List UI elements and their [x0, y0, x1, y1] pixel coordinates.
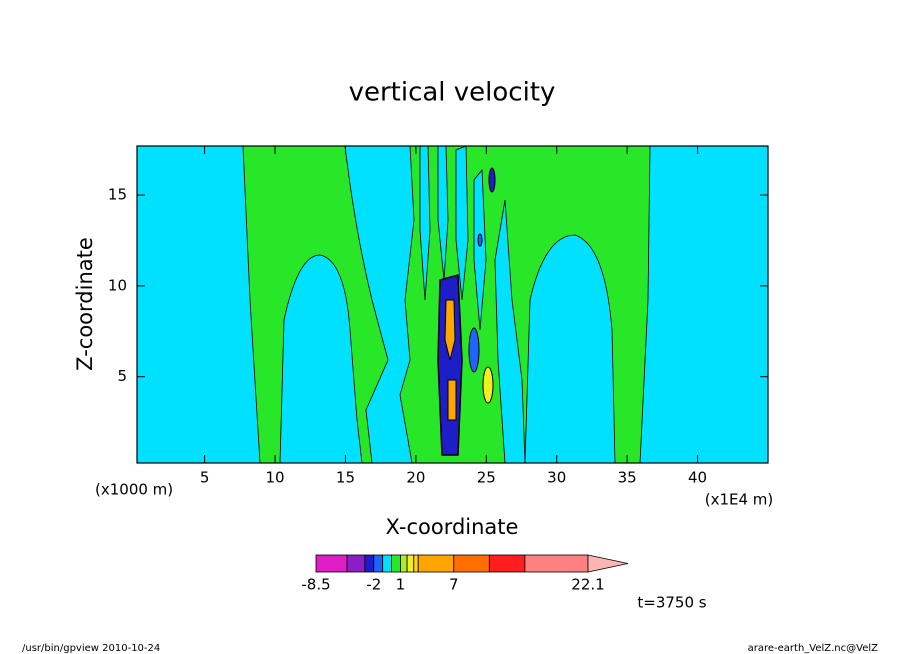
- field-region: [482, 366, 494, 404]
- time-label: t=3750 s: [637, 594, 706, 612]
- field-region: [344, 145, 415, 464]
- colorbar-segment: [417, 554, 455, 573]
- field-region: [488, 167, 496, 193]
- colorbar-tick-label: -8.5: [301, 576, 330, 594]
- x-tick-label: 15: [336, 469, 355, 487]
- contour-field: [136, 145, 769, 464]
- colorbar-tick-label: 7: [449, 576, 459, 594]
- field-region: [444, 299, 456, 361]
- chart-title: vertical velocity: [349, 78, 556, 108]
- colorbar-segment: [524, 554, 589, 573]
- colorbar-segment: [382, 554, 392, 573]
- colorbar-segment: [391, 554, 401, 573]
- field-region: [455, 145, 469, 301]
- colorbar-tick-label: -2: [366, 576, 381, 594]
- colorbar-segment: [373, 554, 384, 573]
- colorbar-segment: [364, 554, 375, 573]
- colorbar-segment: [400, 554, 408, 573]
- field-region: [494, 199, 526, 464]
- y-tick-label: 10: [108, 276, 127, 294]
- x-axis-title: X-coordinate: [386, 515, 519, 539]
- x-tick-label: 30: [547, 469, 566, 487]
- colorbar-extension: [587, 554, 629, 573]
- y-tick-label: 5: [117, 367, 127, 385]
- field-region: [447, 379, 457, 421]
- x-tick-label: 35: [618, 469, 637, 487]
- field-region: [468, 327, 480, 373]
- colorbar-segment: [315, 554, 348, 573]
- footer-right: arare-earth_VelZ.nc@VelZ: [748, 643, 879, 654]
- footer-left: /usr/bin/gpview 2010-10-24: [22, 643, 160, 654]
- x-tick-label: 20: [406, 469, 425, 487]
- colorbar-segment: [488, 554, 526, 573]
- field-region: [473, 168, 487, 331]
- field-region: [477, 233, 483, 247]
- x-unit-label: (x1E4 m): [705, 491, 774, 509]
- x-unit-label: (x1000 m): [95, 481, 173, 499]
- field-region: [279, 254, 363, 464]
- colorbar-tick-label: 22.1: [571, 576, 604, 594]
- colorbar-segment: [413, 554, 419, 573]
- colorbar-segment: [346, 554, 366, 573]
- plot-frame: [136, 145, 769, 464]
- field-region: [524, 234, 616, 464]
- x-tick-label: 10: [265, 469, 284, 487]
- colorbar-tick-label: 1: [396, 576, 406, 594]
- colorbar-segment: [453, 554, 490, 573]
- x-tick-label: 5: [200, 469, 210, 487]
- x-tick-label: 25: [477, 469, 496, 487]
- x-tick-label: 40: [688, 469, 707, 487]
- y-axis-title: Z-coordinate: [73, 237, 97, 371]
- y-tick-label: 15: [108, 186, 127, 204]
- colorbar-segment: [406, 554, 415, 573]
